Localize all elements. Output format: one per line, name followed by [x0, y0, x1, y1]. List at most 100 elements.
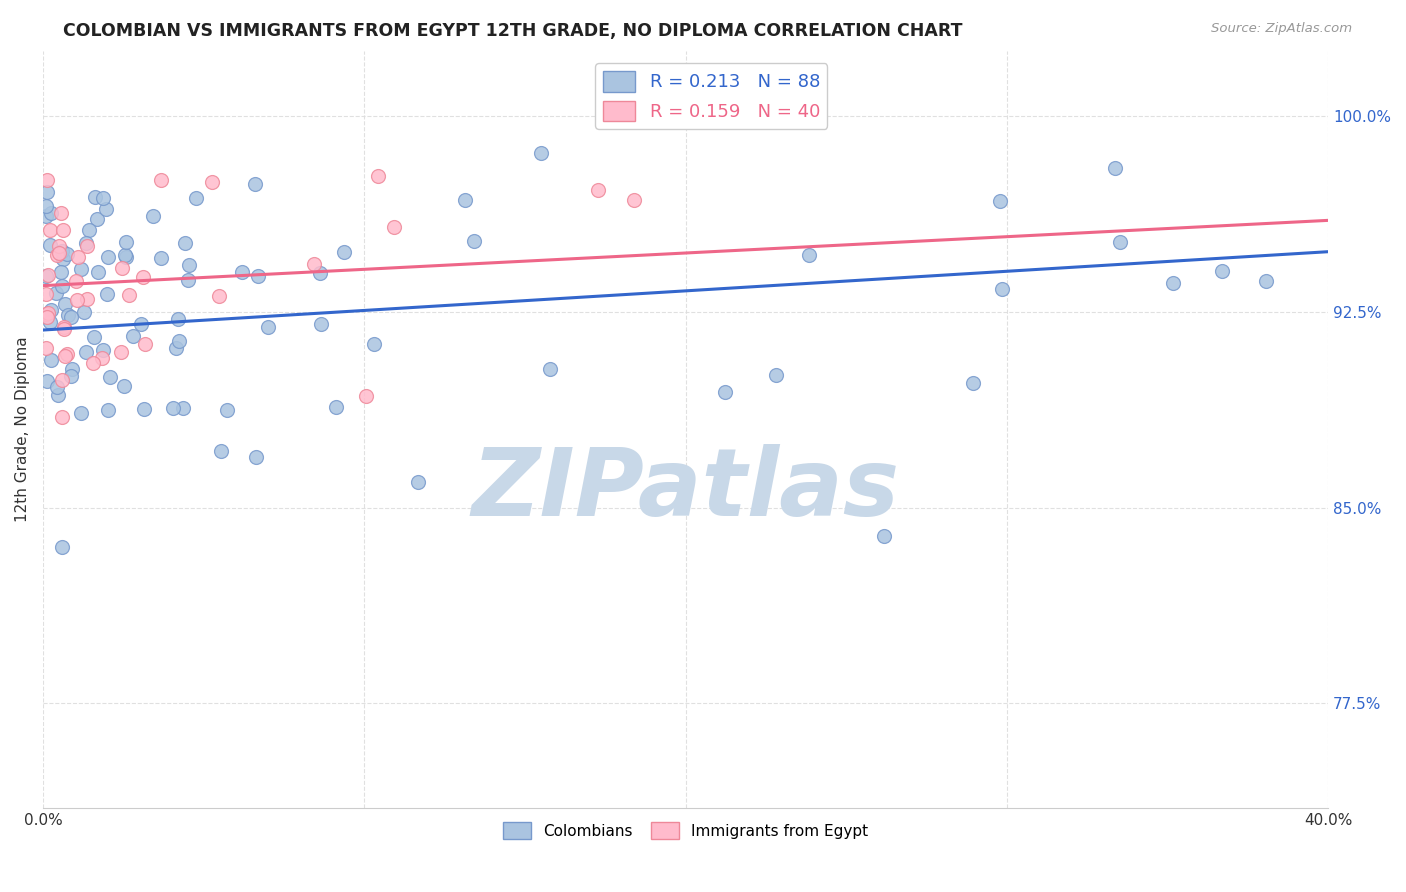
Point: [86, 212, 108, 227]
Point: [77, 223, 100, 237]
Text: COLOMBIAN VS IMMIGRANTS FROM EGYPT 12TH GRADE, NO DIPLOMA CORRELATION CHART: COLOMBIAN VS IMMIGRANTS FROM EGYPT 12TH …: [63, 22, 963, 40]
Point: [83, 329, 105, 343]
Point: [150, 173, 173, 187]
Point: [35, 199, 58, 213]
Point: [51, 410, 73, 425]
Point: [463, 234, 485, 248]
Point: [39, 206, 62, 220]
Point: [453, 194, 475, 208]
Point: [56, 347, 79, 361]
Point: [167, 334, 190, 348]
Point: [35, 186, 58, 200]
Point: [72, 305, 94, 319]
Y-axis label: 12th Grade, No Diploma: 12th Grade, No Diploma: [15, 336, 30, 522]
Point: [65, 274, 87, 288]
Point: [623, 193, 645, 207]
Point: [118, 288, 141, 302]
Point: [60, 361, 83, 376]
Text: Source: ZipAtlas.com: Source: ZipAtlas.com: [1212, 22, 1353, 36]
Point: [45, 248, 67, 262]
Point: [82, 356, 104, 370]
Point: [121, 329, 143, 343]
Point: [530, 145, 553, 160]
Point: [1104, 161, 1126, 175]
Point: [70, 406, 93, 420]
Point: [134, 401, 156, 416]
Point: [76, 238, 98, 252]
Point: [538, 362, 561, 376]
Point: [110, 345, 132, 359]
Point: [59, 368, 82, 383]
Point: [91, 343, 114, 357]
Point: [76, 292, 98, 306]
Point: [46, 388, 69, 402]
Point: [35, 310, 58, 324]
Point: [38, 237, 60, 252]
Point: [48, 239, 70, 253]
Point: [363, 336, 385, 351]
Point: [131, 317, 153, 331]
Point: [302, 257, 325, 271]
Point: [333, 244, 356, 259]
Point: [66, 251, 89, 265]
Point: [45, 286, 67, 301]
Point: [53, 297, 76, 311]
Point: [1254, 275, 1277, 289]
Point: [962, 376, 984, 391]
Point: [988, 194, 1011, 209]
Point: [53, 319, 76, 334]
Point: [49, 205, 72, 219]
Point: [51, 374, 73, 388]
Point: [173, 235, 195, 250]
Point: [309, 266, 332, 280]
Point: [208, 289, 231, 303]
Point: [231, 264, 253, 278]
Point: [134, 336, 156, 351]
Point: [179, 258, 201, 272]
Point: [56, 309, 79, 323]
Point: [1211, 264, 1233, 278]
Point: [245, 177, 267, 191]
Point: [38, 315, 60, 329]
Point: [132, 270, 155, 285]
Point: [52, 223, 75, 237]
Point: [35, 287, 58, 301]
Text: ZIPatlas: ZIPatlas: [471, 444, 900, 536]
Point: [799, 248, 821, 262]
Point: [37, 268, 59, 282]
Point: [75, 345, 97, 359]
Point: [97, 402, 120, 417]
Point: [367, 169, 389, 183]
Point: [172, 401, 194, 416]
Point: [873, 529, 896, 543]
Point: [1161, 276, 1184, 290]
Legend: Colombians, Immigrants from Egypt: Colombians, Immigrants from Egypt: [498, 815, 875, 846]
Point: [60, 310, 83, 325]
Point: [1108, 235, 1130, 249]
Point: [38, 223, 60, 237]
Point: [177, 273, 200, 287]
Point: [150, 251, 173, 265]
Point: [247, 269, 270, 284]
Point: [51, 540, 73, 554]
Point: [96, 286, 118, 301]
Point: [66, 293, 89, 307]
Point: [142, 210, 165, 224]
Point: [53, 322, 76, 336]
Point: [90, 351, 112, 365]
Point: [114, 235, 136, 249]
Point: [98, 370, 121, 384]
Point: [53, 349, 76, 363]
Point: [55, 246, 77, 260]
Point: [35, 209, 58, 223]
Point: [325, 400, 347, 414]
Point: [165, 341, 187, 355]
Point: [257, 320, 280, 334]
Point: [354, 389, 377, 403]
Point: [35, 307, 58, 321]
Point: [201, 176, 224, 190]
Point: [114, 248, 136, 262]
Point: [713, 385, 735, 400]
Point: [35, 269, 58, 284]
Point: [186, 191, 208, 205]
